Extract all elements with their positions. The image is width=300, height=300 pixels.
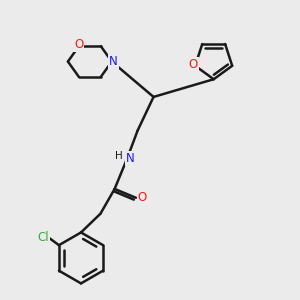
Text: N: N	[126, 152, 135, 165]
Text: Cl: Cl	[37, 231, 49, 244]
Text: H: H	[115, 151, 123, 161]
Text: O: O	[138, 191, 147, 204]
Text: N: N	[109, 55, 118, 68]
Text: O: O	[189, 58, 198, 70]
Text: O: O	[74, 38, 83, 51]
